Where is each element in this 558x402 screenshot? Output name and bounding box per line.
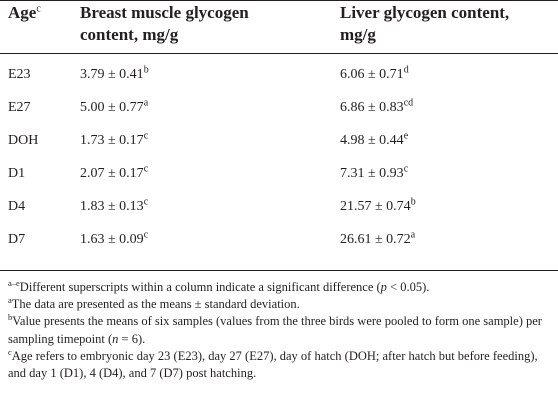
age-cell: E27 [8, 100, 31, 115]
header-breast-muscle: Breast muscle glycogen content, mg/g [80, 3, 249, 44]
breast-cell: 3.79 ± 0.41b [80, 64, 149, 82]
liver-cell: 4.98 ± 0.44e [340, 130, 409, 148]
footnote-age: cAge refers to embryonic day 23 (E23), d… [8, 346, 538, 381]
liver-cell: 26.61 ± 0.72a [340, 229, 416, 247]
age-cell: D7 [8, 232, 26, 247]
table-body: E23 3.79 ± 0.41b 6.06 ± 0.71d E27 5.00 ±… [0, 64, 558, 262]
header-age: Agec [8, 3, 41, 22]
table-top-rule [0, 0, 558, 1]
footnote-samples: bValue presents the means of six samples… [8, 312, 542, 346]
age-cell: DOH [8, 133, 39, 148]
breast-cell: 1.73 ± 0.17c [80, 130, 149, 148]
age-cell: D4 [8, 199, 26, 214]
footnote-data-format: aThe data are presented as the means ± s… [8, 295, 300, 312]
table-row: D1 2.07 ± 0.17c 7.31 ± 0.93c [0, 163, 558, 196]
breast-cell: 5.00 ± 0.77a [80, 97, 149, 115]
header-liver: Liver glycogen content, mg/g [340, 3, 510, 44]
liver-cell: 7.31 ± 0.93c [340, 163, 409, 181]
liver-cell: 6.86 ± 0.83cd [340, 97, 414, 115]
breast-cell: 2.07 ± 0.17c [80, 163, 149, 181]
table-row: D4 1.83 ± 0.13c 21.57 ± 0.74b [0, 196, 558, 229]
age-cell: D1 [8, 166, 26, 181]
footnote-significance: a–eDifferent superscripts within a colum… [8, 277, 430, 294]
age-cell: E23 [8, 67, 31, 82]
table-header-rule [0, 53, 558, 54]
table-row: DOH 1.73 ± 0.17c 4.98 ± 0.44e [0, 130, 558, 163]
table-bottom-rule [0, 270, 558, 271]
table-row: E27 5.00 ± 0.77a 6.86 ± 0.83cd [0, 97, 558, 130]
liver-cell: 6.06 ± 0.71d [340, 64, 409, 82]
table-row: D7 1.63 ± 0.09c 26.61 ± 0.72a [0, 229, 558, 262]
breast-cell: 1.83 ± 0.13c [80, 196, 149, 214]
liver-cell: 21.57 ± 0.74b [340, 196, 416, 214]
breast-cell: 1.63 ± 0.09c [80, 229, 149, 247]
table-row: E23 3.79 ± 0.41b 6.06 ± 0.71d [0, 64, 558, 97]
table-footnotes: a–eDifferent superscripts within a colum… [8, 279, 554, 382]
